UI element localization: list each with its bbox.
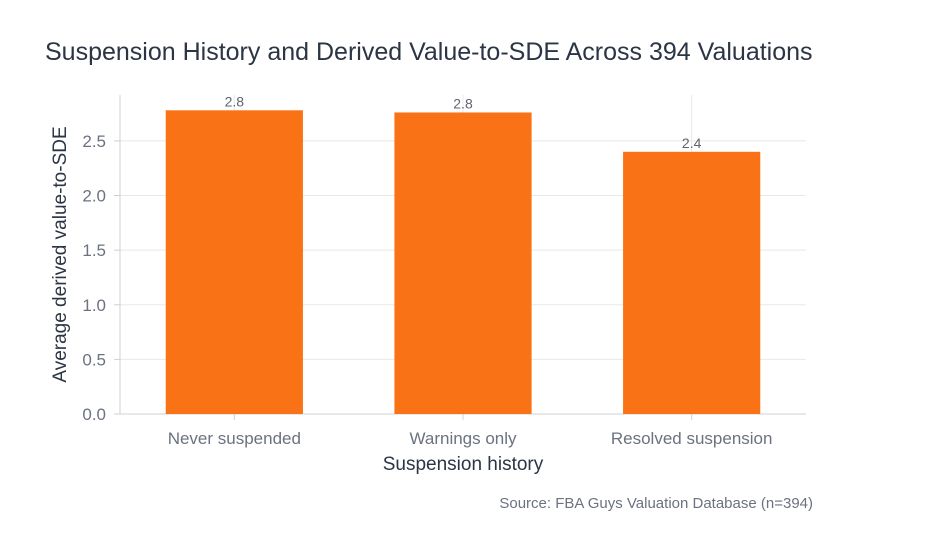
x-tick-label: Never suspended <box>168 429 301 448</box>
x-tick-label: Warnings only <box>409 429 517 448</box>
y-tick-label: 2.5 <box>82 132 106 151</box>
data-label: 2.8 <box>225 93 245 109</box>
bar <box>394 112 532 414</box>
bar <box>165 110 303 414</box>
y-tick-label: 0.0 <box>82 405 106 424</box>
y-axis-title: Average derived value-to-SDE <box>50 126 71 382</box>
y-tick-label: 2.0 <box>82 187 106 206</box>
data-label: 2.4 <box>682 135 702 151</box>
x-tick-label: Resolved suspension <box>611 429 773 448</box>
y-tick-label: 1.5 <box>82 241 106 260</box>
x-axis-title: Suspension history <box>383 454 544 475</box>
y-tick-label: 1.0 <box>82 296 106 315</box>
source-note: Source: FBA Guys Valuation Database (n=3… <box>499 495 813 512</box>
bar <box>623 151 761 414</box>
bars <box>165 110 761 414</box>
labels: 0.0 0.5 1.0 1.5 2.0 2.5 2.8 Never suspended 2.8 W… <box>82 93 772 448</box>
y-tick-label: 0.5 <box>82 350 106 369</box>
chart-title: Suspension History and Derived Value-to-… <box>45 38 813 66</box>
data-label: 2.8 <box>453 95 473 111</box>
